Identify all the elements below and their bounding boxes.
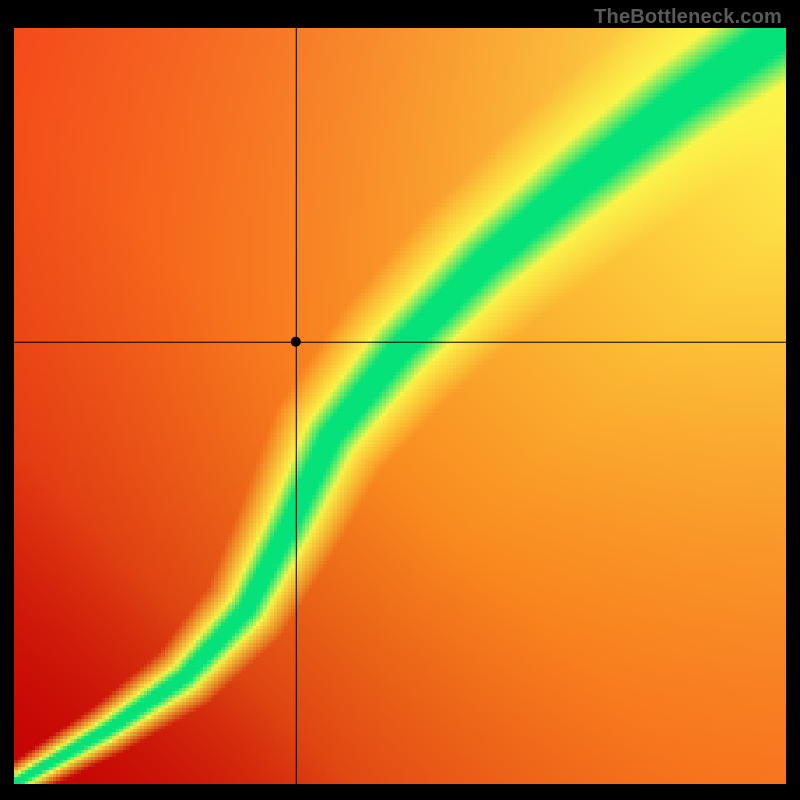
watermark-text: TheBottleneck.com — [594, 6, 782, 29]
chart-outer-frame — [0, 0, 800, 800]
bottleneck-heatmap — [14, 28, 786, 784]
